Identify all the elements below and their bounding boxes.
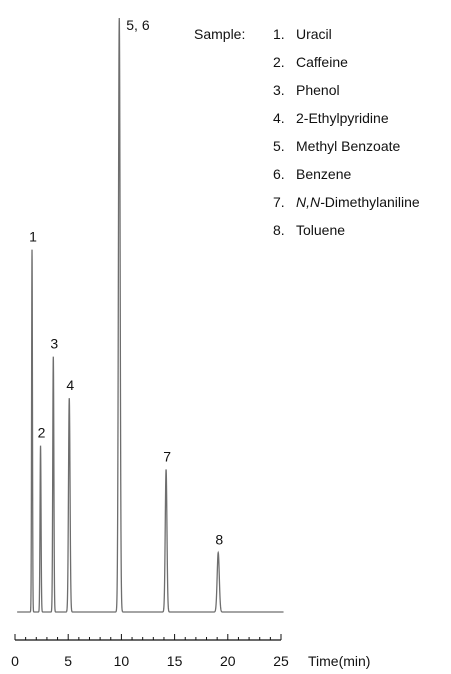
x-ticks: 0 5 10 15 20 25 bbox=[11, 634, 289, 669]
legend-item-number: 2. bbox=[273, 54, 285, 70]
legend-item-number: 3. bbox=[273, 82, 285, 98]
legend-item-name: Uracil bbox=[296, 26, 332, 42]
peak-label: 7 bbox=[163, 448, 171, 464]
legend-items: 1. Uracil 2. Caffeine 3. Phenol 4. 2-Ethylpyrid… bbox=[273, 26, 420, 238]
x-tick-label: 5 bbox=[64, 653, 72, 669]
peak-labels: 1 2 3 4 5, 6 7 8 bbox=[29, 17, 223, 548]
chromatogram-trace bbox=[17, 17, 284, 613]
x-axis-label: Time(min) bbox=[308, 653, 370, 669]
legend-item-name: Phenol bbox=[296, 82, 340, 98]
legend-item-name: 2-Ethylpyridine bbox=[296, 110, 389, 126]
x-axis: 0 5 10 15 20 25 Time(min) bbox=[11, 634, 370, 669]
peak-label: 2 bbox=[38, 425, 46, 441]
legend-item-number: 1. bbox=[273, 26, 285, 42]
x-tick-label: 20 bbox=[220, 653, 236, 669]
legend-item-number: 5. bbox=[273, 138, 285, 154]
x-tick-label: 15 bbox=[167, 653, 183, 669]
legend-item-name-rest: Dimethylaniline bbox=[325, 194, 420, 210]
legend-item-name: Methyl Benzoate bbox=[296, 138, 400, 154]
peak-label: 3 bbox=[50, 336, 58, 352]
legend-item-number: 8. bbox=[273, 222, 285, 238]
peak-label: 5, 6 bbox=[126, 17, 150, 33]
peak-label: 8 bbox=[215, 532, 223, 548]
legend-item-name: Toluene bbox=[296, 222, 345, 238]
legend-item-name-italic-prefix: N,N- bbox=[296, 194, 325, 210]
x-tick-label: 10 bbox=[114, 653, 130, 669]
legend: Sample: 1. Uracil 2. Caffeine 3. Phenol 4. 2-Et… bbox=[194, 26, 420, 238]
legend-item-name: N,N-Dimethylaniline bbox=[296, 194, 420, 210]
legend-item-name: Benzene bbox=[296, 166, 351, 182]
legend-item-number: 7. bbox=[273, 194, 285, 210]
legend-item-number: 4. bbox=[273, 110, 285, 126]
legend-title: Sample: bbox=[194, 26, 245, 42]
peak-label: 4 bbox=[66, 377, 74, 393]
x-tick-label: 25 bbox=[273, 653, 289, 669]
x-tick-label: 0 bbox=[11, 653, 19, 669]
legend-item-name: Caffeine bbox=[296, 54, 348, 70]
legend-item-number: 6. bbox=[273, 166, 285, 182]
peak-label: 1 bbox=[29, 229, 37, 245]
